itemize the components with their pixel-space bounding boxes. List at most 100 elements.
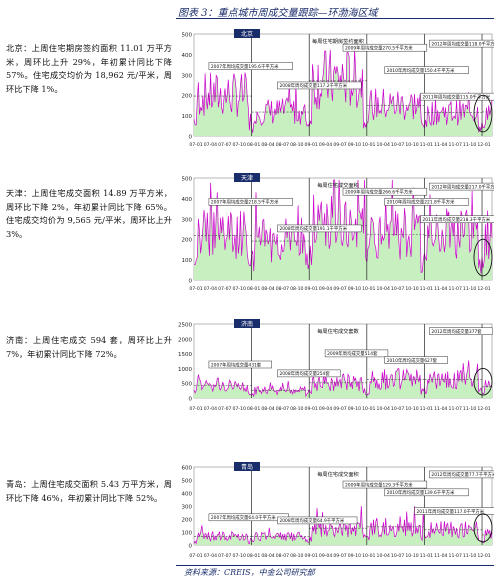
city-label: 天津 bbox=[241, 175, 253, 182]
y-tick-label: 100 bbox=[182, 258, 193, 264]
annotation-box bbox=[324, 349, 389, 358]
bottom-rule bbox=[176, 565, 494, 566]
x-tick-label: 07-04 bbox=[204, 553, 217, 559]
x-tick-label: 10-04 bbox=[377, 553, 390, 559]
y-tick-label: 100 bbox=[182, 531, 193, 537]
title-rule bbox=[176, 18, 494, 19]
x-tick-label: 08-10 bbox=[290, 406, 303, 412]
x-tick-label: 08-10 bbox=[290, 553, 303, 559]
x-tick-label: 08-07 bbox=[276, 553, 289, 559]
annotation-box bbox=[384, 198, 469, 206]
series-line bbox=[193, 506, 493, 545]
x-tick-label: 08-04 bbox=[261, 286, 274, 292]
annotation-label: 2008年周均成交量117.2千平方米 bbox=[279, 82, 347, 89]
annotation-box bbox=[277, 224, 362, 233]
y-tick-label: 1500 bbox=[178, 352, 192, 358]
series-line bbox=[194, 179, 493, 274]
annotation-box bbox=[429, 470, 494, 479]
x-tick-label: 10-10 bbox=[405, 553, 418, 559]
x-tick-label: 09-07 bbox=[333, 406, 346, 412]
x-tick-label: 10-07 bbox=[391, 142, 404, 148]
x-tick-label: 09-04 bbox=[319, 142, 332, 148]
x-tick-label: 11-04 bbox=[434, 406, 447, 412]
x-tick-label: 09-04 bbox=[319, 406, 332, 412]
y-tick-label: 200 bbox=[182, 94, 193, 100]
annotation-box bbox=[384, 356, 448, 364]
y-tick-label: 200 bbox=[182, 238, 193, 244]
annotation-box bbox=[342, 480, 428, 489]
annotation-label: 2007年周均成交量431套 bbox=[211, 361, 262, 368]
annotation-box bbox=[277, 369, 341, 378]
x-tick-label: 10-01 bbox=[362, 406, 375, 412]
x-tick-label: 07-01 bbox=[189, 553, 202, 559]
city-text-tianjin: 天津：上周住宅成交面积 14.89 万平方米，周环比下降 2%，年初累计同比下降… bbox=[6, 188, 172, 239]
annotation-label: 2008年周均成交量254套 bbox=[279, 370, 330, 377]
y-tick-label: 500 bbox=[182, 177, 193, 183]
x-tick-label: 09-01 bbox=[305, 142, 318, 148]
source-note: 资料来源：CREIS，中金公司研究部 bbox=[184, 568, 315, 577]
annotation-label: 2009年周均成交量266.6千平方米 bbox=[345, 189, 413, 196]
x-tick-label: 09-10 bbox=[348, 553, 361, 559]
x-tick-label: 10-01 bbox=[362, 286, 375, 292]
x-tick-label: 11-01 bbox=[420, 406, 433, 412]
city-label: 北京 bbox=[241, 30, 253, 38]
recent-highlight-ellipse bbox=[473, 94, 493, 133]
y-tick-label: 0 bbox=[189, 279, 193, 285]
x-tick-label: 08-01 bbox=[247, 142, 260, 148]
x-tick-label: 11-01 bbox=[420, 286, 433, 292]
x-tick-label: 08-07 bbox=[276, 286, 289, 292]
annotation-box bbox=[420, 92, 494, 101]
annotation-box bbox=[384, 66, 469, 74]
x-tick-label: 10-04 bbox=[377, 142, 390, 148]
x-tick-label: 08-04 bbox=[261, 406, 274, 412]
x-tick-label: 07-04 bbox=[204, 286, 217, 292]
annotation-box bbox=[414, 507, 494, 515]
x-tick-label: 07-04 bbox=[204, 142, 217, 148]
x-tick-label: 09-01 bbox=[305, 286, 318, 292]
x-tick-label: 12-01 bbox=[477, 553, 490, 559]
series-area bbox=[194, 180, 492, 280]
annotation-label: 2007年周均成交量218.5千平方米 bbox=[211, 199, 279, 206]
city-label-box bbox=[234, 173, 260, 182]
x-tick-label: 11-01 bbox=[420, 553, 433, 559]
y-tick-label: 600 bbox=[182, 466, 193, 472]
x-tick-label: 09-07 bbox=[333, 142, 346, 148]
city-label: 济南 bbox=[241, 320, 253, 328]
annotation-box bbox=[277, 516, 358, 525]
x-tick-label: 11-07 bbox=[449, 406, 462, 412]
x-tick-label: 11-04 bbox=[434, 142, 447, 148]
y-tick-label: 100 bbox=[182, 114, 193, 120]
city-text-qingdao: 青岛：上周住宅成交面积 5.43 万平方米，周环比下降 46%，年初累计同比下降… bbox=[6, 479, 172, 503]
x-tick-label: 07-07 bbox=[218, 286, 231, 292]
annotation-box bbox=[208, 62, 293, 70]
annotation-label: 2008年周均成交量191.1千平方米 bbox=[279, 225, 347, 232]
annotation-label: 2010年周均成交量139.6千平方米 bbox=[387, 489, 455, 496]
annotation-label: 2007年周均成交量195.6千平方米 bbox=[211, 63, 279, 70]
x-tick-label: 09-07 bbox=[333, 286, 346, 292]
x-tick-label: 10-04 bbox=[377, 406, 390, 412]
x-tick-label: 12-01 bbox=[477, 142, 490, 148]
x-tick-label: 10-10 bbox=[405, 142, 418, 148]
annotation-box bbox=[208, 198, 293, 206]
annotation-label: 2012年周均成交量217.0千平方米 bbox=[431, 183, 494, 190]
y-tick-label: 400 bbox=[182, 492, 193, 498]
annotation-label: 2010年周均成交量150.4千平方米 bbox=[387, 67, 455, 74]
x-tick-label: 10-10 bbox=[405, 406, 418, 412]
annotation-label: 2012年周均成交量77.7千平方米 bbox=[431, 471, 494, 478]
x-tick-label: 11-10 bbox=[463, 406, 476, 412]
x-tick-label: 11-07 bbox=[449, 553, 462, 559]
x-tick-label: 09-07 bbox=[333, 553, 346, 559]
y-tick-label: 400 bbox=[182, 197, 193, 203]
x-tick-label: 07-04 bbox=[204, 406, 217, 412]
x-tick-label: 08-07 bbox=[276, 142, 289, 148]
annotation-label: 2010年周均成交量221.8千平方米 bbox=[387, 199, 455, 206]
series-line bbox=[193, 360, 493, 398]
x-tick-label: 08-01 bbox=[247, 553, 260, 559]
chart-title: 每周住宅成交套数 bbox=[317, 327, 359, 335]
x-tick-label: 10-10 bbox=[405, 286, 418, 292]
annotation-label: 2009年周均成交量514套 bbox=[327, 350, 378, 357]
x-tick-label: 08-04 bbox=[261, 142, 274, 148]
annotation-box bbox=[342, 43, 428, 52]
x-tick-label: 07-10 bbox=[233, 286, 246, 292]
